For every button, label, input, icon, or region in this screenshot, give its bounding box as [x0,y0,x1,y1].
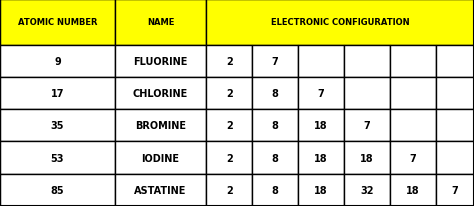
Text: 7: 7 [272,56,279,66]
Bar [0,0,115,45]
Text: FLUORINE: FLUORINE [133,56,188,66]
Text: 7: 7 [318,89,324,98]
Bar [390,174,436,206]
Text: 7: 7 [410,153,416,163]
Bar [115,110,206,142]
Bar [252,174,298,206]
Bar [390,77,436,110]
Bar [0,142,115,174]
Text: BROMINE: BROMINE [135,121,186,131]
Bar [298,45,344,77]
Bar [252,110,298,142]
Bar [115,142,206,174]
Text: 8: 8 [272,89,279,98]
Text: 7: 7 [452,185,458,195]
Bar [206,110,252,142]
Bar [390,110,436,142]
Text: 2: 2 [226,121,233,131]
Bar [0,174,115,206]
Bar [206,174,252,206]
Text: 35: 35 [51,121,64,131]
Bar [298,77,344,110]
Bar [298,110,344,142]
Bar [206,77,252,110]
Bar [206,0,474,45]
Text: 2: 2 [226,89,233,98]
Bar [436,45,474,77]
Text: NAME: NAME [147,18,174,27]
Bar [344,45,390,77]
Text: ELECTRONIC CONFIGURATION: ELECTRONIC CONFIGURATION [271,18,410,27]
Bar [436,142,474,174]
Bar [344,77,390,110]
Bar [0,45,115,77]
Bar [390,142,436,174]
Bar [436,174,474,206]
Text: IODINE: IODINE [142,153,180,163]
Bar [344,142,390,174]
Text: 17: 17 [51,89,64,98]
Text: 9: 9 [54,56,61,66]
Bar [115,77,206,110]
Text: CHLORINE: CHLORINE [133,89,188,98]
Text: 18: 18 [360,153,374,163]
Text: 18: 18 [314,121,328,131]
Bar [298,142,344,174]
Bar [115,45,206,77]
Bar [115,174,206,206]
Text: 8: 8 [272,121,279,131]
Text: 2: 2 [226,185,233,195]
Text: ASTATINE: ASTATINE [134,185,187,195]
Text: 32: 32 [360,185,374,195]
Bar [252,45,298,77]
Text: 2: 2 [226,153,233,163]
Bar [0,110,115,142]
Text: 8: 8 [272,153,279,163]
Text: 18: 18 [314,185,328,195]
Bar [115,0,206,45]
Text: 53: 53 [51,153,64,163]
Text: 18: 18 [314,153,328,163]
Bar [436,110,474,142]
Bar [436,77,474,110]
Bar [344,110,390,142]
Bar [298,174,344,206]
Text: ATOMIC NUMBER: ATOMIC NUMBER [18,18,97,27]
Text: 2: 2 [226,56,233,66]
Text: 85: 85 [51,185,64,195]
Bar [252,142,298,174]
Bar [252,77,298,110]
Bar [206,45,252,77]
Text: 18: 18 [406,185,420,195]
Bar [344,174,390,206]
Bar [390,45,436,77]
Text: 7: 7 [364,121,370,131]
Bar [206,142,252,174]
Text: 8: 8 [272,185,279,195]
Bar [0,77,115,110]
